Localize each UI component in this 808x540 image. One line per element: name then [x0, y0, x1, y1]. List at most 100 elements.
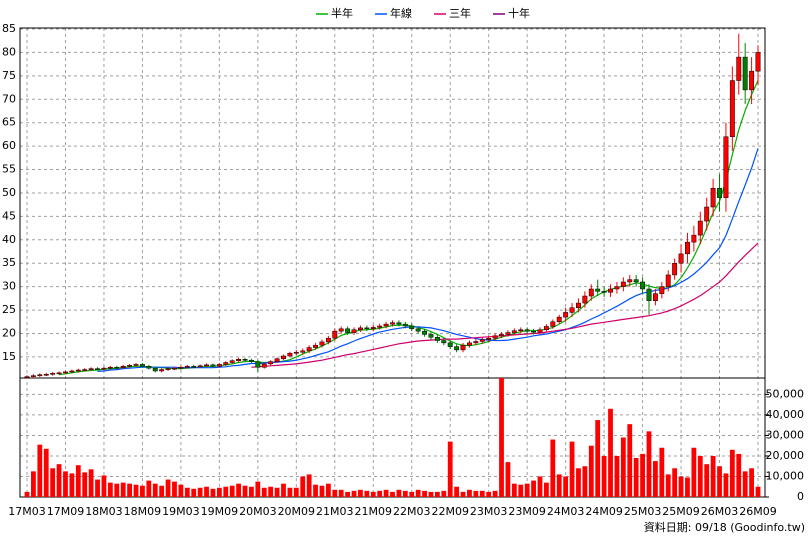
candle-body	[197, 365, 203, 368]
volume-bar	[325, 483, 331, 497]
candle-body	[691, 234, 697, 243]
y-tick-label: 20	[2, 326, 16, 339]
volume-bar	[268, 486, 274, 497]
candle-body	[178, 366, 184, 369]
candle-body	[710, 188, 716, 208]
volume-bar	[114, 483, 120, 497]
volume-bar	[390, 491, 395, 497]
candle-body	[325, 337, 331, 343]
x-tick-label: 21M03	[316, 505, 354, 518]
candle-body	[422, 330, 428, 335]
volume-bar	[588, 445, 594, 497]
volume-bar	[422, 490, 427, 497]
y2-tick-label: 0	[797, 490, 804, 503]
candle-body	[30, 375, 36, 377]
volume-bar	[646, 431, 652, 497]
volume-bar	[640, 453, 645, 497]
volume-bar	[120, 482, 126, 497]
volume-bar	[133, 484, 139, 497]
volume-bar	[338, 489, 344, 497]
volume-bar	[236, 483, 242, 497]
candle-body	[345, 328, 351, 333]
candle-body	[274, 358, 280, 362]
volume-bar	[537, 476, 543, 497]
volume-bar	[101, 475, 107, 497]
candle-body	[755, 52, 761, 72]
candle-body	[531, 330, 537, 333]
volume-bar	[178, 484, 184, 497]
volume-bar	[351, 490, 357, 497]
candle-body	[595, 288, 601, 292]
y-tick-label: 40	[2, 233, 16, 246]
volume-bar	[672, 468, 678, 497]
volume-bar	[608, 408, 613, 497]
volume-bar	[242, 485, 248, 497]
volume-bar	[69, 473, 75, 497]
candle-body	[454, 346, 460, 351]
candle-body	[511, 330, 517, 333]
volume-bar	[755, 486, 761, 497]
volume-bar	[473, 490, 479, 497]
volume-bar	[723, 473, 729, 497]
y-tick-label: 60	[2, 139, 16, 152]
candle-body	[563, 312, 569, 318]
candle-body	[24, 376, 30, 378]
candle-body	[550, 321, 556, 327]
candle-body	[114, 366, 120, 369]
candle-body	[492, 335, 498, 339]
legend-label: 十年	[508, 6, 530, 20]
volume-bar	[281, 483, 286, 497]
y2-tick-label: 50,000	[766, 387, 805, 400]
candle-body	[652, 293, 658, 301]
volume-bar	[614, 455, 620, 497]
volume-bar	[595, 420, 601, 497]
candle-body	[281, 355, 286, 360]
x-tick-label: 22M09	[431, 505, 469, 518]
candle-body	[409, 325, 415, 330]
candle-body	[678, 253, 684, 264]
candle-body	[306, 347, 312, 352]
y2-tick-label: 20,000	[766, 449, 805, 462]
volume-bar	[460, 491, 466, 497]
volume-bar	[691, 447, 697, 497]
candle-body	[441, 340, 447, 344]
volume-bar	[191, 488, 197, 497]
volume-bar	[127, 483, 132, 497]
volume-bar	[332, 489, 338, 497]
candle-body	[608, 288, 613, 293]
candle-body	[665, 274, 671, 287]
candle-body	[216, 364, 222, 367]
volume-bar	[43, 448, 49, 497]
candle-body	[723, 136, 729, 198]
volume-bar	[409, 491, 415, 497]
volume-bar	[82, 472, 88, 497]
volume-bar	[274, 487, 280, 497]
y-tick-label: 50	[2, 186, 16, 199]
candle-body	[377, 325, 383, 328]
candle-body	[428, 334, 434, 338]
volume-bar	[467, 489, 472, 497]
volume-bar	[524, 483, 530, 497]
x-tick-label: 26M09	[739, 505, 777, 518]
candle-body	[576, 302, 581, 308]
x-tick-label: 18M03	[85, 505, 123, 518]
candle-body	[402, 323, 408, 327]
candle-body	[685, 241, 690, 255]
candle-body	[63, 371, 68, 374]
volume-bar	[255, 481, 261, 497]
candle-body	[473, 341, 479, 344]
candle-body	[620, 281, 626, 287]
candle-body	[146, 366, 152, 369]
volume-bar	[165, 479, 171, 497]
volume-bar	[518, 484, 524, 497]
candle-body	[704, 206, 710, 222]
candle-body	[332, 330, 338, 339]
candle-body	[300, 350, 306, 353]
volume-bar	[576, 468, 581, 497]
candle-body	[139, 364, 145, 367]
candle-body	[43, 374, 49, 376]
candle-body	[582, 295, 588, 304]
volume-bar	[37, 444, 43, 497]
volume-bar	[620, 437, 626, 497]
volume-bar	[415, 489, 421, 497]
